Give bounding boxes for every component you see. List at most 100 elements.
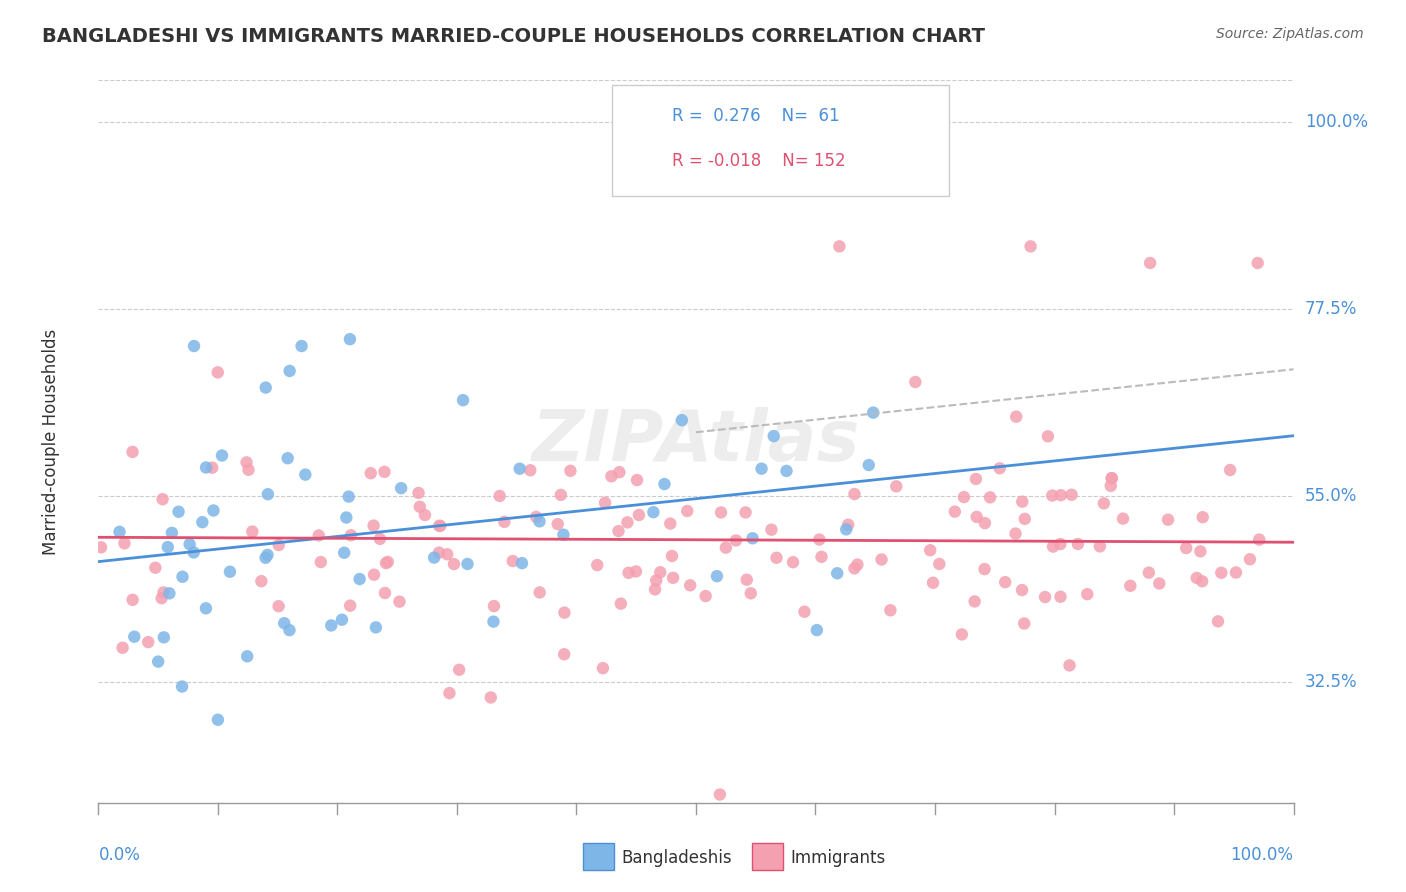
Immigrants (1011, 583, 1033, 598)
Bangladeshis (257, 487, 280, 501)
Immigrants (922, 575, 945, 590)
Immigrants (626, 473, 648, 487)
Bangladeshis (529, 514, 551, 528)
Bangladeshis (806, 623, 828, 637)
Immigrants (1189, 544, 1212, 558)
Immigrants (593, 496, 616, 510)
Immigrants (609, 465, 631, 479)
Bangladeshis (183, 339, 205, 353)
Immigrants (427, 546, 450, 560)
Immigrants (679, 578, 702, 592)
Text: 32.5%: 32.5% (1305, 673, 1357, 691)
Immigrants (1060, 488, 1083, 502)
Immigrants (373, 465, 395, 479)
Immigrants (121, 592, 143, 607)
Immigrants (519, 463, 541, 477)
Immigrants (1019, 239, 1042, 253)
Bangladeshis (256, 548, 278, 562)
Immigrants (375, 556, 398, 570)
Immigrants (586, 558, 609, 572)
Immigrants (793, 605, 815, 619)
Text: 100.0%: 100.0% (1305, 112, 1368, 131)
Immigrants (709, 788, 731, 802)
Immigrants (644, 582, 666, 597)
Immigrants (479, 690, 502, 705)
Immigrants (837, 517, 859, 532)
Immigrants (1049, 537, 1071, 551)
Immigrants (1247, 256, 1270, 270)
Bangladeshis (482, 615, 505, 629)
Bangladeshis (330, 613, 353, 627)
Immigrants (973, 516, 995, 530)
Immigrants (1137, 566, 1160, 580)
Text: 55.0%: 55.0% (1305, 486, 1357, 505)
Bangladeshis (825, 566, 848, 581)
Immigrants (1191, 574, 1213, 589)
Immigrants (627, 508, 650, 522)
Immigrants (309, 555, 332, 569)
Immigrants (377, 555, 399, 569)
Immigrants (238, 463, 260, 477)
Immigrants (1036, 429, 1059, 443)
Immigrants (152, 492, 174, 507)
Immigrants (150, 591, 173, 606)
Immigrants (524, 510, 547, 524)
Bangladeshis (451, 393, 474, 408)
Immigrants (979, 491, 1001, 505)
Bangladeshis (339, 332, 361, 346)
Immigrants (1076, 587, 1098, 601)
Bangladeshis (321, 618, 343, 632)
Immigrants (494, 515, 516, 529)
Immigrants (1119, 579, 1142, 593)
Immigrants (1175, 541, 1198, 555)
Immigrants (449, 663, 471, 677)
Immigrants (1101, 471, 1123, 485)
Bangladeshis (124, 630, 146, 644)
Immigrants (201, 460, 224, 475)
Immigrants (1139, 256, 1161, 270)
Immigrants (988, 461, 1011, 475)
Bangladeshis (153, 631, 176, 645)
Bangladeshis (157, 586, 180, 600)
Immigrants (1049, 590, 1071, 604)
Immigrants (610, 597, 633, 611)
Immigrants (1011, 494, 1033, 508)
Text: 77.5%: 77.5% (1305, 300, 1357, 318)
Immigrants (994, 575, 1017, 590)
Immigrants (695, 589, 717, 603)
Bangladeshis (741, 531, 763, 545)
Bangladeshis (183, 545, 205, 559)
Immigrants (724, 533, 747, 548)
Immigrants (1157, 513, 1180, 527)
Immigrants (308, 528, 330, 542)
Immigrants (1088, 540, 1111, 554)
Immigrants (267, 599, 290, 614)
Bangladeshis (172, 570, 194, 584)
Immigrants (482, 599, 505, 613)
Immigrants (111, 640, 134, 655)
Immigrants (1040, 489, 1063, 503)
Bangladeshis (236, 649, 259, 664)
Bangladeshis (364, 620, 387, 634)
Bangladeshis (207, 713, 229, 727)
Immigrants (592, 661, 614, 675)
Immigrants (1092, 496, 1115, 510)
Bangladeshis (671, 413, 693, 427)
Immigrants (1012, 616, 1035, 631)
Immigrants (1185, 571, 1208, 585)
Immigrants (240, 524, 263, 539)
Immigrants (844, 487, 866, 501)
Bangladeshis (278, 623, 301, 637)
Immigrants (235, 455, 257, 469)
Text: R =  0.276    N=  61: R = 0.276 N= 61 (672, 107, 839, 125)
Immigrants (1211, 566, 1233, 580)
Immigrants (879, 603, 901, 617)
Bangladeshis (389, 481, 412, 495)
Immigrants (973, 562, 995, 576)
Immigrants (1101, 471, 1123, 485)
Immigrants (550, 488, 572, 502)
Immigrants (844, 561, 866, 575)
Bangladeshis (510, 556, 533, 570)
Immigrants (360, 466, 382, 480)
Immigrants (443, 557, 465, 571)
